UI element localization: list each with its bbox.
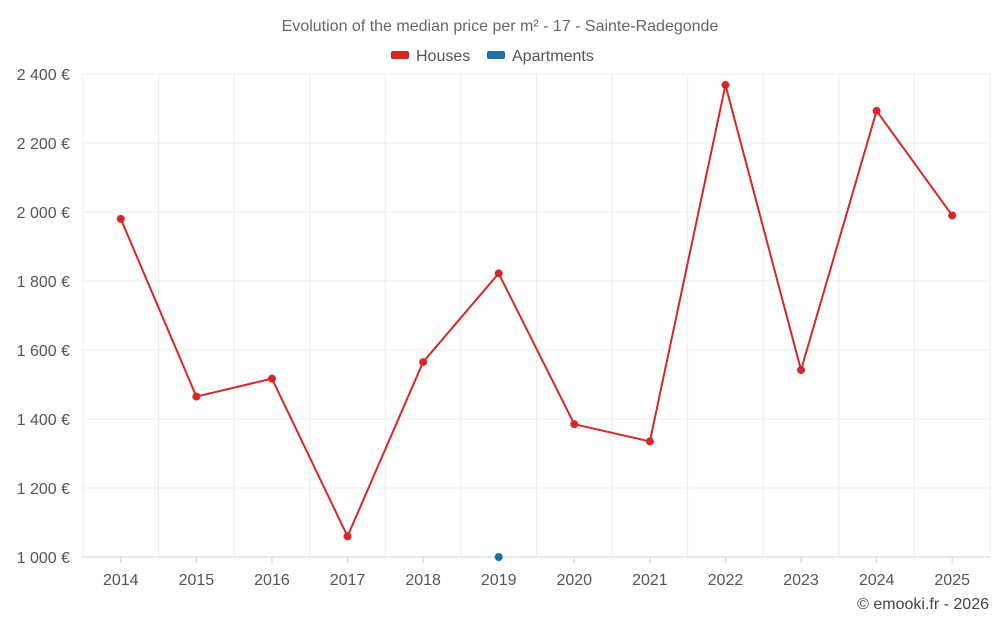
legend-swatch-apartments (487, 51, 505, 59)
data-point-houses[interactable] (267, 374, 276, 383)
x-tick-label: 2019 (481, 572, 517, 589)
x-tick-label: 2024 (859, 572, 895, 589)
x-tick-label: 2014 (103, 572, 139, 589)
data-point-houses[interactable] (570, 420, 579, 429)
credit-text: © emooki.fr - 2026 (857, 596, 989, 613)
series-houses (116, 81, 957, 541)
data-point-houses[interactable] (192, 392, 201, 401)
legend-item-houses[interactable]: Houses (391, 48, 470, 65)
legend-label-apartments: Apartments (512, 48, 594, 65)
data-point-houses[interactable] (494, 269, 503, 278)
x-tick-label: 2017 (330, 572, 366, 589)
y-tick-label: 1 000 € (17, 550, 70, 567)
y-tick-label: 2 200 € (17, 136, 70, 153)
data-point-houses[interactable] (343, 532, 352, 541)
x-tick-label: 2021 (632, 572, 668, 589)
legend-swatch-houses (391, 51, 409, 59)
data-point-houses[interactable] (797, 366, 806, 375)
data-point-houses[interactable] (948, 211, 957, 220)
x-tick-label: 2018 (405, 572, 441, 589)
x-tick-label: 2016 (254, 572, 290, 589)
series-line-houses (119, 84, 954, 538)
data-point-houses[interactable] (872, 106, 881, 115)
y-tick-label: 1 800 € (17, 274, 70, 291)
legend-item-apartments[interactable]: Apartments (487, 48, 594, 65)
data-point-houses[interactable] (645, 437, 654, 446)
y-tick-label: 1 400 € (17, 412, 70, 429)
data-point-apartments[interactable] (494, 553, 503, 561)
chart-title: Evolution of the median price per m² - 1… (282, 18, 719, 35)
y-tick-label: 1 200 € (17, 481, 70, 498)
y-tick-label: 2 400 € (17, 67, 70, 84)
x-tick-label: 2022 (708, 572, 744, 589)
y-axis-ticks: 1 000 € 1 200 € 1 400 € 1 600 € 1 800 € 2 000… (17, 67, 70, 567)
x-tick-label: 2023 (783, 572, 819, 589)
x-tick-label: 2020 (556, 572, 592, 589)
legend: Houses Apartments (391, 48, 594, 65)
series-apartments (494, 553, 503, 561)
data-point-houses[interactable] (721, 81, 730, 90)
x-tick-label: 2025 (934, 572, 970, 589)
y-tick-label: 1 600 € (17, 343, 70, 360)
x-gridlines (82, 74, 991, 557)
y-tick-label: 2 000 € (17, 205, 70, 222)
data-point-houses[interactable] (419, 358, 428, 367)
x-axis-ticks: 2014 2015 2016 2017 2018 2019 2020 2021 2022 2023… (103, 557, 970, 589)
series-layer (116, 81, 957, 561)
data-point-houses[interactable] (116, 214, 125, 223)
legend-label-houses: Houses (416, 48, 470, 65)
x-tick-label: 2015 (179, 572, 215, 589)
